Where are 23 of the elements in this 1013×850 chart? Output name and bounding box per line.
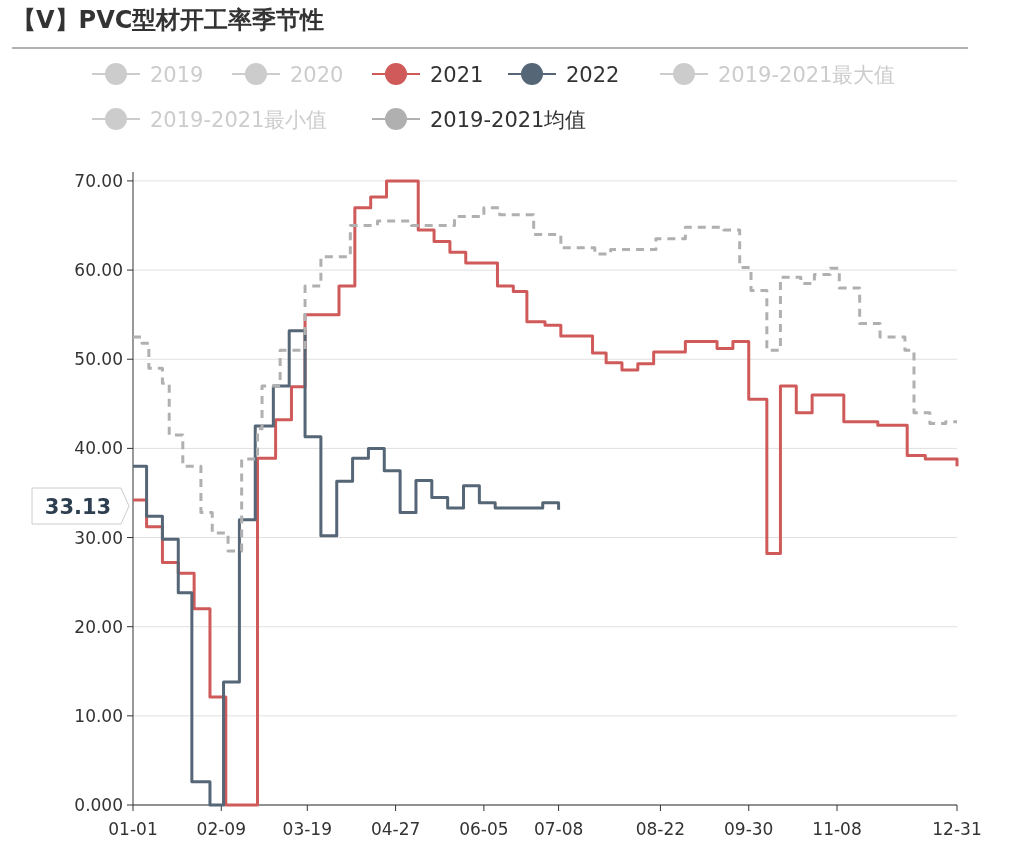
- x-tick-label: 03-19: [282, 819, 333, 839]
- x-tick-label: 02-09: [196, 819, 246, 839]
- y-tick-label: 0.000: [74, 795, 123, 815]
- y-tick-label: 50.00: [74, 349, 123, 370]
- y-tick-label: 60.00: [74, 260, 123, 281]
- x-tick-label: 12-31: [932, 819, 982, 839]
- x-tick-label: 09-30: [724, 819, 774, 839]
- chart-title: 【V】PVC型材开工率季节性: [12, 6, 325, 34]
- y-tick-label: 40.00: [74, 438, 123, 459]
- y-tick-label: 20.00: [74, 616, 123, 637]
- x-tick-label: 06-05: [459, 819, 509, 839]
- x-tick-label: 01-01: [108, 819, 158, 839]
- x-tick-label: 07-08: [533, 819, 584, 839]
- y-tick-label: 70.00: [74, 170, 123, 191]
- legend-label: 2022: [566, 63, 620, 87]
- legend-label: 2021: [430, 63, 484, 87]
- axis-pointer-label: 33.13: [31, 487, 130, 525]
- y-tick-label: 30.00: [74, 527, 123, 548]
- y-tick-label: 10.00: [74, 705, 123, 726]
- x-tick-label: 11-08: [812, 819, 862, 839]
- x-tick-label: 08-22: [635, 819, 686, 839]
- legend-label: 2019-2021均值: [430, 108, 587, 132]
- x-tick-label: 04-27: [370, 819, 421, 839]
